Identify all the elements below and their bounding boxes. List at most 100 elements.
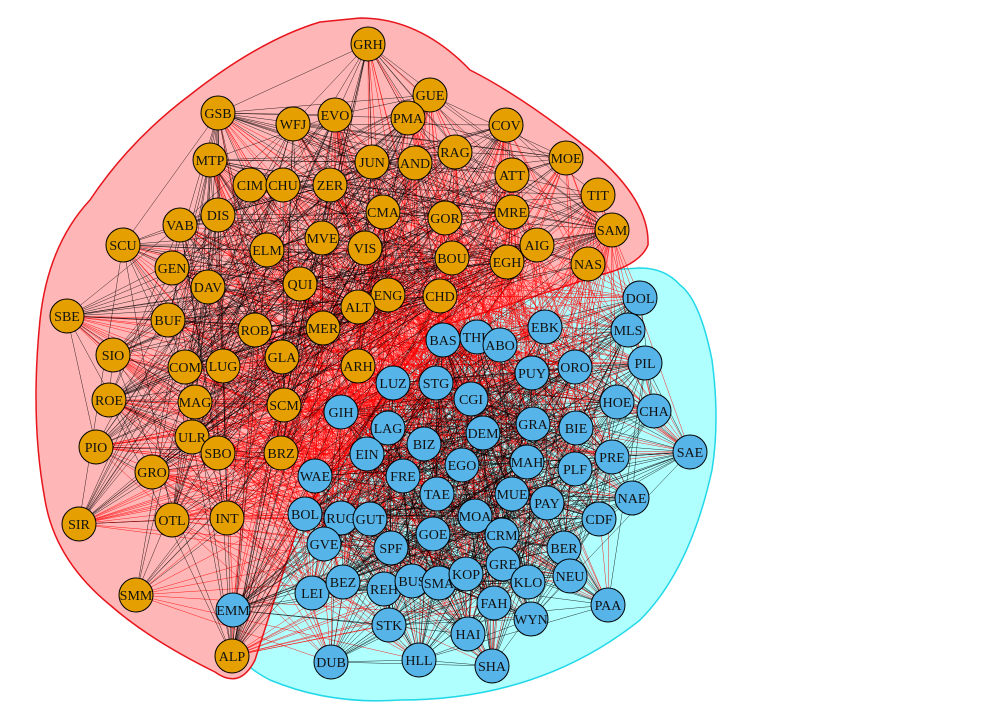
node-circle <box>306 526 342 562</box>
node-wae: WAE <box>297 458 333 494</box>
node-circle <box>527 309 563 345</box>
edge <box>292 43 369 125</box>
node-mer: MER <box>305 310 341 346</box>
node-circle <box>485 546 521 582</box>
node-pre: PRE <box>594 439 630 475</box>
node-circle <box>514 355 550 391</box>
node-label: EMM <box>216 604 250 619</box>
node-moa: MOA <box>457 498 493 534</box>
node-mve: MVE <box>304 220 340 256</box>
node-gsb: GSB <box>200 95 236 131</box>
edge <box>217 112 331 186</box>
edge <box>340 411 438 495</box>
edge <box>232 372 533 611</box>
node-circle <box>627 345 663 381</box>
node-label: BUF <box>154 314 181 329</box>
edge <box>304 513 413 582</box>
node-circle <box>134 454 170 490</box>
node-circle <box>167 349 203 385</box>
node-label: PAY <box>534 497 559 512</box>
node-circle <box>437 134 473 170</box>
edge <box>122 244 301 285</box>
node-layer: GRH GUE GSB EVO WFJ PMA COV MOE RAG JUN AND MTP CIM C… <box>49 26 708 684</box>
node-label: GSB <box>204 107 231 122</box>
node-label: SCM <box>269 399 299 414</box>
edge <box>151 184 284 473</box>
edge <box>135 594 420 661</box>
node-circle <box>192 142 228 178</box>
edge <box>476 194 599 338</box>
node-label: GRH <box>353 38 383 53</box>
node-circle <box>325 564 361 600</box>
node-label: LAG <box>374 422 403 437</box>
edge <box>207 286 359 308</box>
edge <box>340 411 484 434</box>
node-label: MRE <box>497 206 527 221</box>
edge <box>78 184 251 525</box>
node-circle <box>305 310 341 346</box>
node-label: SPF <box>379 542 403 557</box>
node-label: JUN <box>359 156 385 171</box>
edge <box>499 344 528 463</box>
edge <box>226 356 283 519</box>
edge <box>112 354 285 406</box>
node-circle <box>488 107 524 143</box>
edge <box>171 336 478 521</box>
edge <box>191 229 613 438</box>
node-label: ARH <box>343 360 373 375</box>
edge <box>321 237 453 259</box>
node-circle <box>476 585 512 621</box>
node-circle <box>494 476 530 512</box>
node-circle <box>323 394 359 430</box>
node-circle <box>91 382 127 418</box>
node-label: CHU <box>268 179 298 194</box>
edge <box>209 159 224 367</box>
edge <box>314 244 538 477</box>
node-sha: SHA <box>474 648 510 684</box>
edge <box>563 410 655 549</box>
edge <box>122 244 453 259</box>
edge <box>435 366 576 384</box>
edge <box>367 43 373 163</box>
node-nae: NAE <box>614 480 650 516</box>
node-label: HOE <box>603 396 632 411</box>
edge <box>78 306 359 525</box>
node-pil: PIL <box>627 345 663 381</box>
node-eng: ENG <box>370 277 406 313</box>
node-bou: BOU <box>434 240 470 276</box>
edge <box>390 493 513 549</box>
edge <box>392 382 600 520</box>
edge <box>112 184 284 356</box>
edge <box>122 244 282 454</box>
node-neu: NEU <box>552 558 588 594</box>
node-mre: MRE <box>494 194 530 230</box>
edge <box>217 112 629 331</box>
node-circle <box>370 410 406 446</box>
edge <box>232 513 306 611</box>
node-vab: VAB <box>162 207 198 243</box>
node-circle <box>313 644 349 680</box>
edge <box>66 315 196 403</box>
node-biz: BIZ <box>406 426 442 462</box>
edge <box>66 257 453 317</box>
node-circle <box>412 77 448 113</box>
node-label: EVO <box>321 109 350 124</box>
node-circle <box>312 167 348 203</box>
node-circle <box>494 194 530 230</box>
node-circle <box>200 197 236 233</box>
edge <box>499 297 641 346</box>
node-circle <box>297 458 333 494</box>
node-circle <box>385 458 421 494</box>
edge <box>217 283 301 454</box>
edge <box>367 43 613 231</box>
node-arh: ARH <box>340 348 376 384</box>
node-roe: ROE <box>91 382 127 418</box>
node-circle <box>150 302 186 338</box>
node-circle <box>174 419 210 455</box>
edge <box>407 117 567 159</box>
edge <box>171 427 389 521</box>
edge <box>314 475 438 495</box>
node-circle <box>672 434 708 470</box>
edge <box>292 123 301 285</box>
node-circle <box>249 232 285 268</box>
